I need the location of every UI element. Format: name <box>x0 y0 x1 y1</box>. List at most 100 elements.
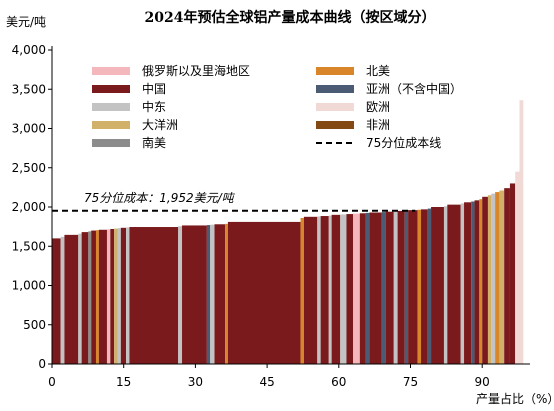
legend-label-africa: 非洲 <box>366 118 390 132</box>
bar-middle_east-29 <box>340 214 347 364</box>
y-tick-label: 0 <box>38 357 46 371</box>
bar-russia-9 <box>106 229 111 364</box>
bar-oceania-56 <box>499 190 505 364</box>
bar-china-17 <box>182 225 207 364</box>
bar-asia_ex_china-18 <box>206 225 211 364</box>
legend-label-p75-line: 75分位成本线 <box>366 135 441 150</box>
bar-middle_east-1 <box>60 236 65 364</box>
y-tick-label: 3,500 <box>12 82 46 96</box>
bar-china-57 <box>504 188 510 364</box>
x-tick-label: 75 <box>403 375 418 389</box>
bar-layer <box>52 100 524 365</box>
bar-north_america-21 <box>225 223 228 364</box>
bar-asia_ex_china-39 <box>404 210 409 364</box>
y-tick-label: 1,500 <box>12 239 46 253</box>
legend-label-asia_ex_china: 亚洲（不含中国） <box>366 81 462 96</box>
bar-north_america-51 <box>479 199 483 364</box>
bar-china-48 <box>464 202 472 364</box>
bar-china-46 <box>447 204 461 364</box>
bar-asia_ex_china-33 <box>365 212 370 364</box>
bar-china-6 <box>91 230 96 364</box>
x-axis-label: 产量占比（%） <box>476 391 554 406</box>
bar-north_america-23 <box>300 217 304 364</box>
bar-china-40 <box>408 210 418 364</box>
axis-layer: 0 500 1,000 1,500 2,000 2,500 3,000 3,500 4,000 0… <box>12 43 530 389</box>
bar-south_america-5 <box>88 231 92 364</box>
p75-annotation: 75分位成本：1,952美元/吨 <box>84 191 236 205</box>
legend-label-middle_east: 中东 <box>142 99 166 114</box>
bar-china-58 <box>509 183 516 364</box>
bar-europe-59 <box>515 171 520 364</box>
bar-china-50 <box>474 200 480 364</box>
legend-swatch-asia_ex_china <box>316 85 354 93</box>
legend-swatch-russia <box>92 67 130 75</box>
bar-china-20 <box>214 224 226 364</box>
legend-swatch-oceania <box>92 121 130 129</box>
x-tick-label: 0 <box>48 375 56 389</box>
y-tick-label: 1,000 <box>12 279 46 293</box>
bar-china-38 <box>397 210 405 364</box>
bar-middle_east-12 <box>117 228 121 364</box>
bar-china-30 <box>346 214 354 364</box>
bar-china-44 <box>431 207 444 364</box>
x-tick-label: 45 <box>259 375 274 389</box>
bar-north_america-41 <box>417 209 422 364</box>
bar-middle_east-45 <box>443 206 448 364</box>
bar-middle_east-27 <box>328 215 332 364</box>
legend-swatch-europe <box>316 103 354 111</box>
bar-asia_ex_china-43 <box>427 208 432 364</box>
bar-north_america-55 <box>495 192 500 364</box>
bar-china-52 <box>482 196 488 364</box>
x-tick-label: 90 <box>475 375 490 389</box>
bar-china-22 <box>227 221 301 364</box>
legend-swatch-africa <box>316 121 354 129</box>
legend-label-china: 中国 <box>142 81 166 96</box>
bar-china-28 <box>331 214 341 364</box>
bar-oceania-53 <box>487 195 492 364</box>
bar-middle_east-19 <box>210 224 215 364</box>
y-tick-label: 3,000 <box>12 122 46 136</box>
bar-asia_ex_china-35 <box>381 212 386 364</box>
bar-middle_east-54 <box>491 193 496 364</box>
bar-middle_east-37 <box>393 211 398 364</box>
bar-china-8 <box>98 229 107 364</box>
bar-china-26 <box>320 216 329 364</box>
legend-swatch-north_america <box>316 67 354 75</box>
bar-asia_ex_china-49 <box>471 201 475 364</box>
x-tick-label: 60 <box>331 375 346 389</box>
y-tick-label: 2,000 <box>12 200 46 214</box>
y-tick-label: 500 <box>23 318 46 332</box>
bar-china-34 <box>369 212 382 364</box>
annotation-layer: 75分位成本：1,952美元/吨 <box>52 191 416 212</box>
bar-russia-31 <box>353 213 360 364</box>
y-tick-label: 4,000 <box>12 43 46 57</box>
bar-middle_east-47 <box>460 203 465 364</box>
bar-china-24 <box>303 216 318 364</box>
y-axis-label: 美元/吨 <box>6 15 46 29</box>
bar-china-32 <box>359 213 366 364</box>
bar-china-10 <box>110 228 115 364</box>
bar-china-4 <box>81 232 89 364</box>
bar-china-42 <box>421 209 428 364</box>
y-tick-label: 2,500 <box>12 161 46 175</box>
bar-china-36 <box>385 211 394 364</box>
bar-europe-60 <box>519 100 524 365</box>
chart-title: 2024年预估全球铝产量成本曲线（按区域分） <box>145 9 436 26</box>
bar-north_america-7 <box>95 230 99 364</box>
legend-label-north_america: 北美 <box>366 64 390 78</box>
bar-middle_east-3 <box>78 233 82 364</box>
bar-china-13 <box>120 227 127 364</box>
legend-label-oceania: 大洋洲 <box>142 117 178 132</box>
legend-swatch-south_america <box>92 139 130 147</box>
bar-middle_east-14 <box>126 227 130 364</box>
legend-label-south_america: 南美 <box>142 135 166 150</box>
x-tick-label: 15 <box>116 375 131 389</box>
legend-label-europe: 欧洲 <box>366 100 390 114</box>
bar-middle_east-25 <box>317 216 321 364</box>
bar-china-2 <box>64 234 79 364</box>
legend-label-russia: 俄罗斯以及里海地区 <box>142 63 250 78</box>
bar-china-0 <box>52 238 61 364</box>
